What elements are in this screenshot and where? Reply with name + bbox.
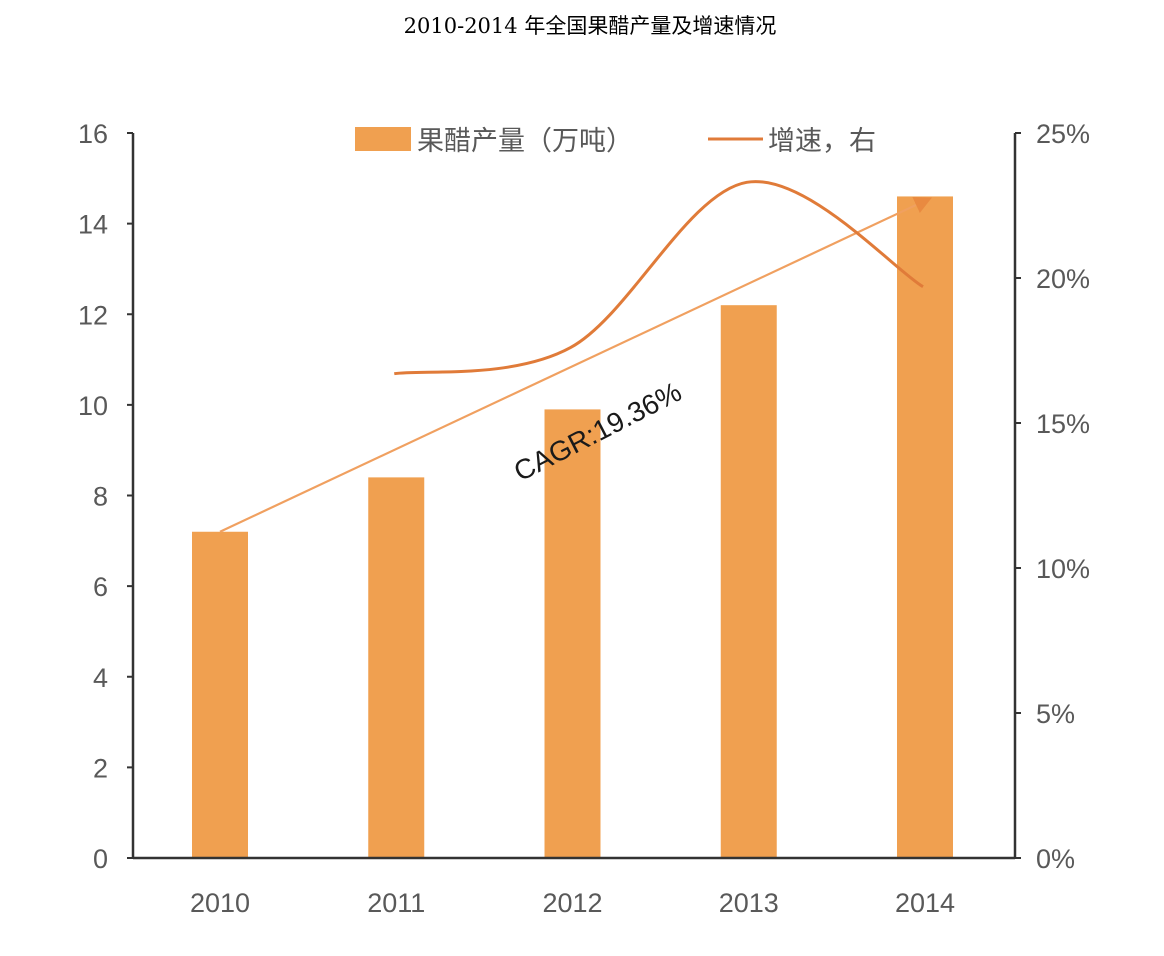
left-tick-label: 6 bbox=[93, 572, 108, 602]
left-tick-label: 12 bbox=[78, 300, 108, 330]
x-tick-label: 2010 bbox=[190, 888, 250, 918]
right-tick-label: 5% bbox=[1036, 699, 1075, 729]
legend-bar-swatch bbox=[355, 127, 411, 151]
right-tick-label: 20% bbox=[1036, 264, 1090, 294]
left-tick-label: 0 bbox=[93, 844, 108, 874]
right-tick-label: 0% bbox=[1036, 844, 1075, 874]
left-tick-label: 10 bbox=[78, 391, 108, 421]
legend-line-label: 增速，右 bbox=[768, 126, 876, 157]
bar-2014 bbox=[897, 196, 953, 858]
right-tick-label: 25% bbox=[1036, 119, 1090, 149]
x-tick-label: 2011 bbox=[367, 888, 425, 918]
bar-2010 bbox=[192, 531, 248, 858]
bar-2013 bbox=[720, 305, 777, 858]
chart-title: 2010-2014 年全国果醋产量及增速情况 bbox=[403, 14, 777, 38]
axes-layer: 0 2 4 6 8 10 12 14 16 0% 5% 10% 15% 20% 25% 2010 2011 201… bbox=[78, 119, 1090, 918]
legend: 果醋产量（万吨） 增速，右 bbox=[355, 126, 876, 157]
left-tick-label: 2 bbox=[93, 753, 108, 783]
line-layer bbox=[394, 180, 924, 376]
cagr-trend-arrow bbox=[219, 197, 932, 533]
x-tick-label: 2012 bbox=[542, 888, 602, 918]
legend-bar-label: 果醋产量（万吨） bbox=[417, 126, 633, 157]
bar-2012 bbox=[544, 409, 601, 858]
left-tick-label: 14 bbox=[78, 210, 108, 240]
bars-layer bbox=[192, 196, 953, 858]
bar-2011 bbox=[368, 477, 425, 858]
left-tick-label: 8 bbox=[93, 482, 108, 512]
right-tick-label: 10% bbox=[1036, 554, 1090, 584]
x-tick-label: 2014 bbox=[895, 888, 955, 918]
left-tick-label: 4 bbox=[93, 663, 108, 693]
trend-layer bbox=[219, 197, 932, 533]
left-tick-label: 16 bbox=[78, 119, 108, 149]
x-tick-label: 2013 bbox=[719, 888, 779, 918]
growth-rate-line bbox=[394, 180, 924, 376]
right-tick-label: 15% bbox=[1036, 409, 1090, 439]
